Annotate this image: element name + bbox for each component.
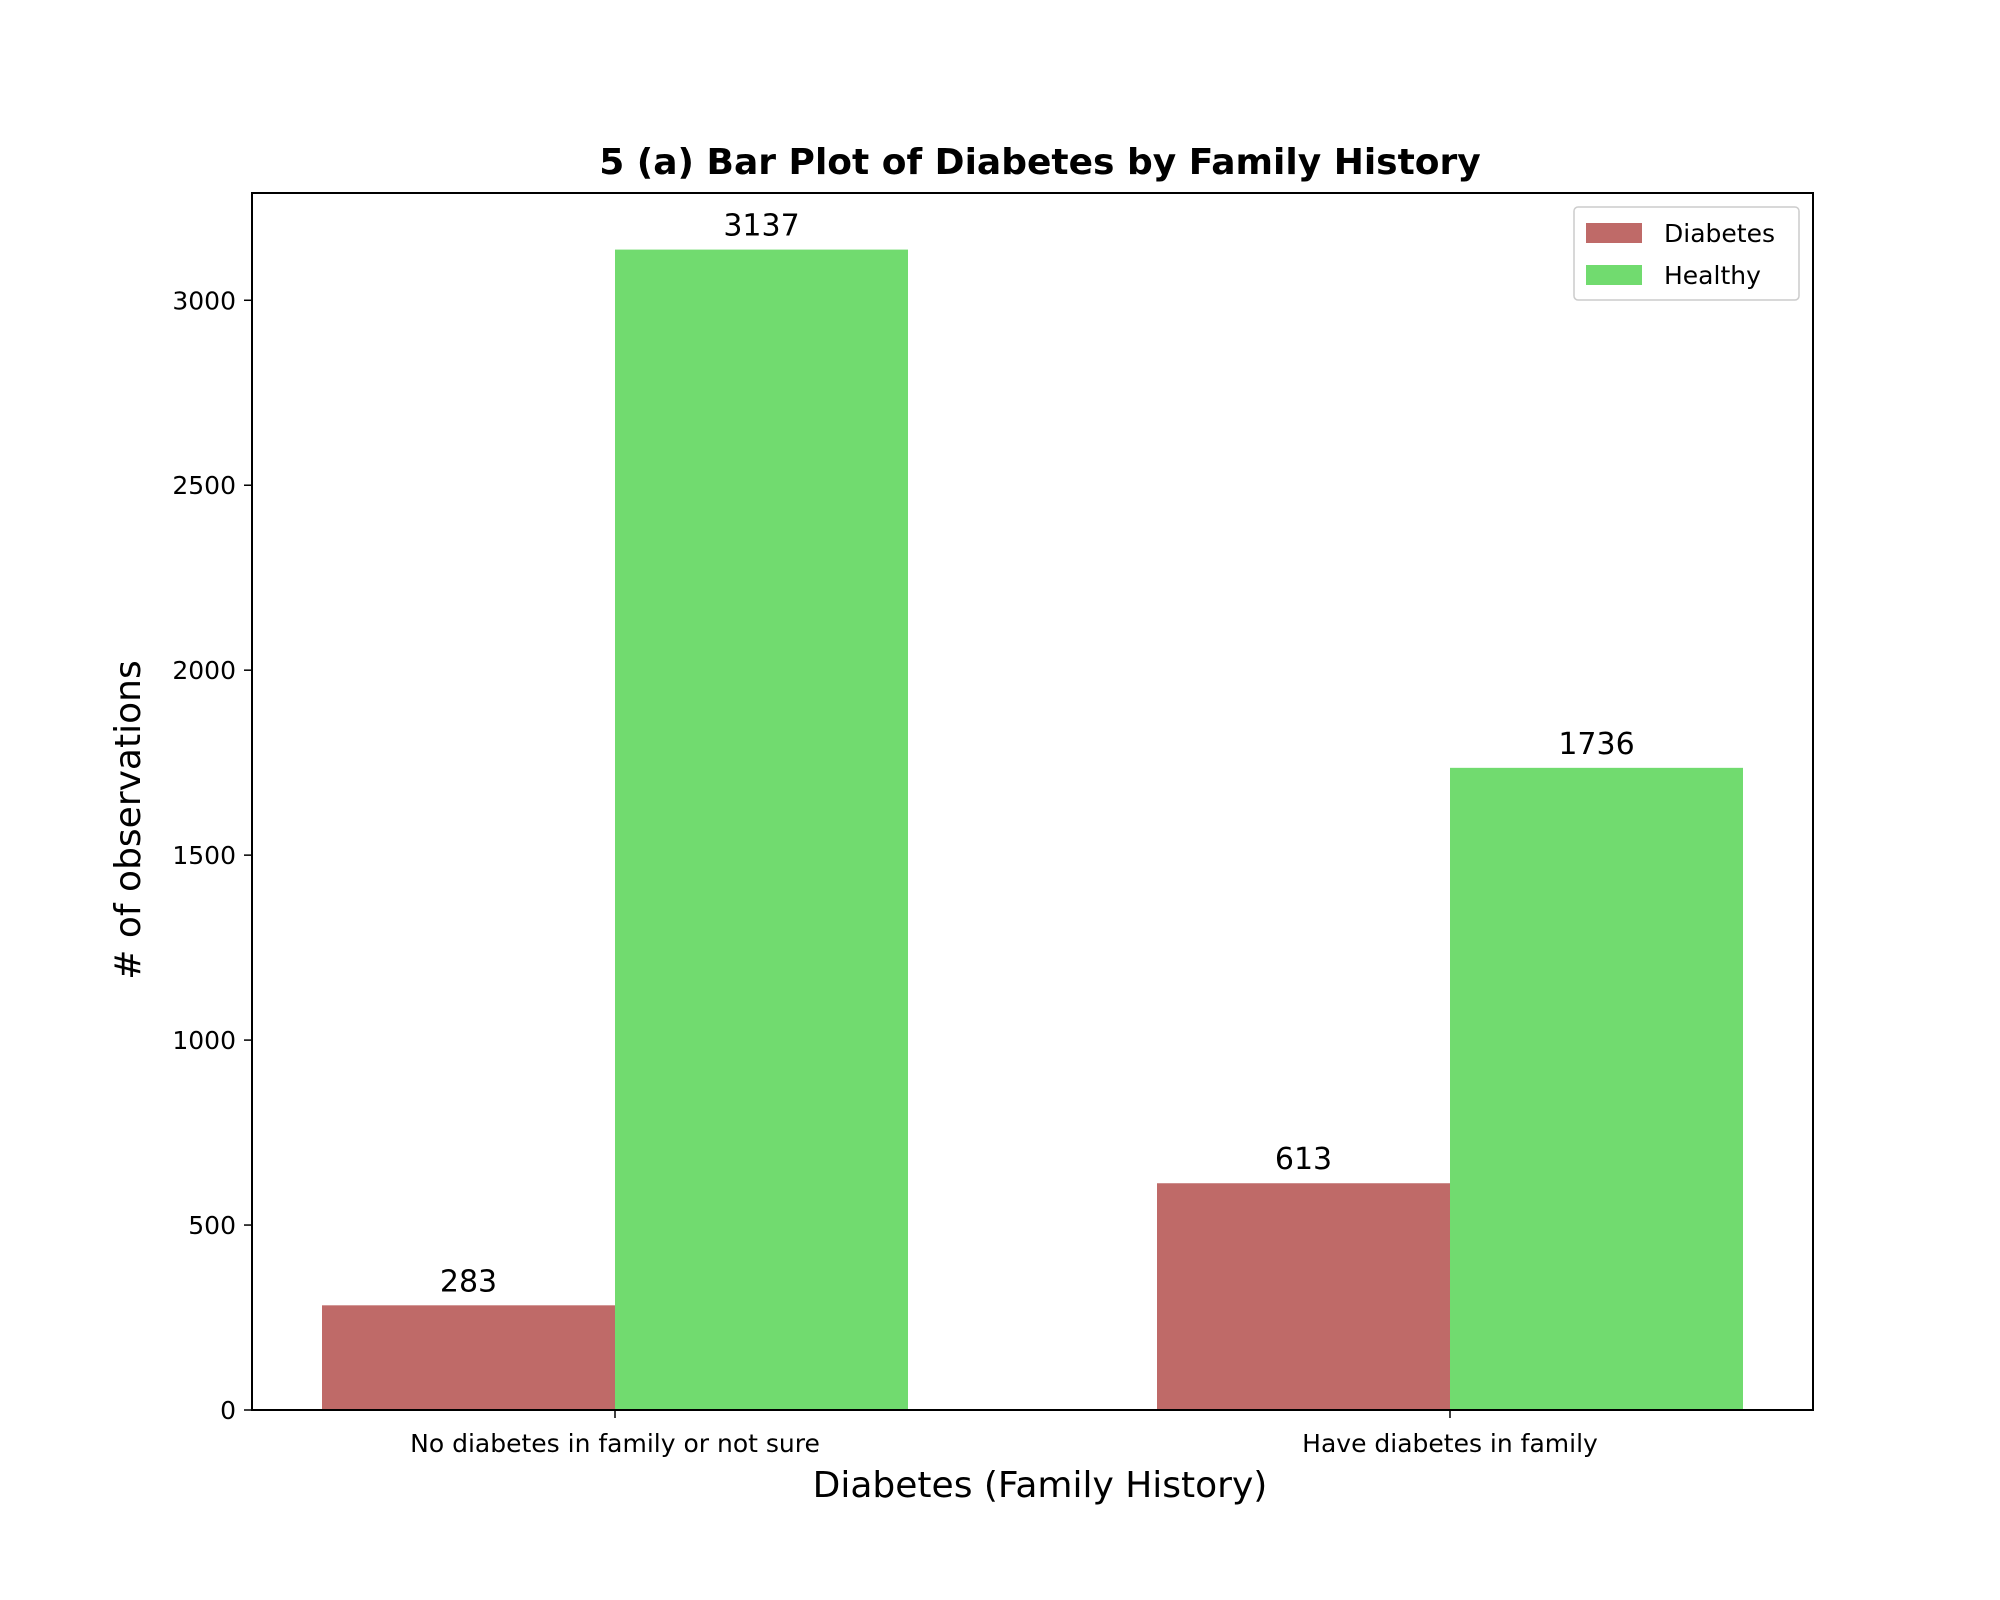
y-tick-label-3: 1500 <box>172 841 236 870</box>
bar-diabetes-0 <box>322 1305 615 1410</box>
x-tick-label-0: No diabetes in family or not sure <box>410 1429 820 1458</box>
x-tick-label-1: Have diabetes in family <box>1302 1429 1598 1458</box>
x-axis-label: Diabetes (Family History) <box>813 1465 1268 1506</box>
axes-frame <box>251 192 1814 1411</box>
y-tick-label-0: 0 <box>220 1396 236 1425</box>
data-label-healthy-0: 3137 <box>723 209 799 244</box>
legend-swatch-diabetes <box>1586 223 1642 243</box>
bar-healthy-0 <box>615 249 908 1410</box>
legend-label-diabetes: Diabetes <box>1664 219 1775 248</box>
data-label-diabetes-0: 283 <box>440 1264 497 1299</box>
y-tick-label-5: 2500 <box>172 471 236 500</box>
chart-title: 5 (a) Bar Plot of Diabetes by Family His… <box>599 142 1481 183</box>
data-label-healthy-1: 1736 <box>1558 727 1634 762</box>
y-axis-label: # of observations <box>108 660 149 979</box>
bar-diabetes-1 <box>1157 1183 1450 1410</box>
y-tick-label-1: 500 <box>188 1211 236 1240</box>
legend: Diabetes Healthy <box>1573 206 1800 301</box>
plot-area: 283 613 3137 1736 0 500 1000 1500 2000 2500 3000 No… <box>172 192 1814 1458</box>
legend-label-healthy: Healthy <box>1664 261 1761 290</box>
y-tick-label-6: 3000 <box>172 286 236 315</box>
legend-swatch-healthy <box>1586 265 1642 285</box>
data-label-diabetes-1: 613 <box>1275 1142 1332 1177</box>
bar-healthy-1 <box>1450 767 1743 1410</box>
y-tick-label-4: 2000 <box>172 656 236 685</box>
y-tick-label-2: 1000 <box>172 1026 236 1055</box>
